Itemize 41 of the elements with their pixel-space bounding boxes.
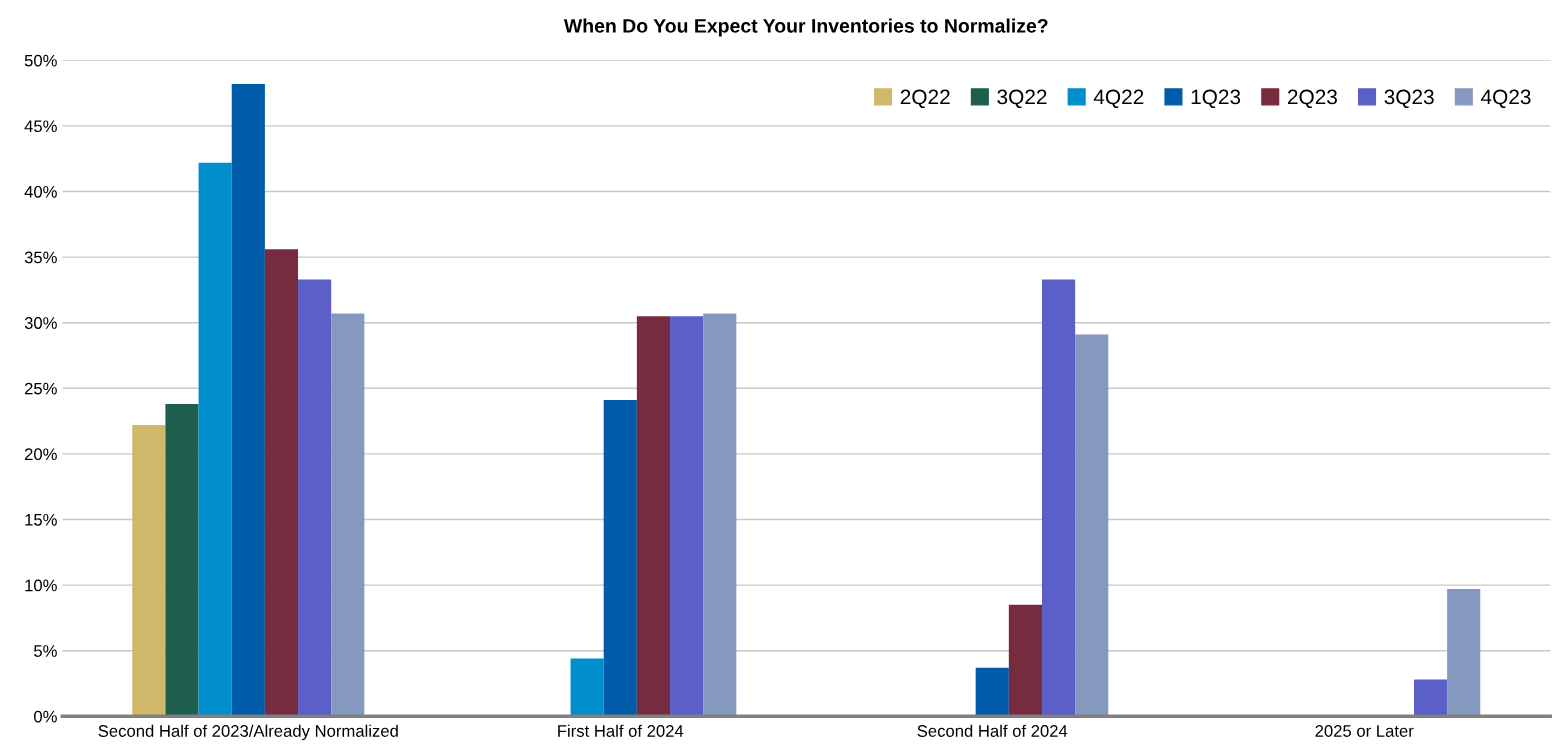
legend-label: 4Q23: [1480, 89, 1531, 109]
y-tick-label: 5%: [34, 645, 57, 657]
legend-label: 1Q23: [1191, 89, 1241, 109]
bar: [603, 400, 637, 717]
y-tick-label: 40%: [24, 185, 57, 198]
legend-label: 2Q22: [900, 89, 950, 109]
y-tick-label: 45%: [24, 120, 57, 133]
bar: [331, 313, 365, 717]
x-tick-label: Second Half of 2023/Already Normalized: [98, 724, 398, 741]
bar: [975, 667, 1009, 717]
bar: [570, 658, 604, 717]
bar: [231, 83, 265, 717]
x-tick-label: Second Half of 2024: [917, 724, 1068, 737]
legend-label: 3Q22: [997, 89, 1047, 109]
y-tick-label: 0%: [34, 710, 57, 723]
y-tick-label: 25%: [24, 382, 57, 395]
bar: [165, 404, 199, 717]
bar: [1447, 589, 1481, 717]
legend-label: 4Q22: [1093, 89, 1144, 109]
bar: [264, 249, 299, 717]
y-tick-label: 50%: [24, 54, 57, 67]
y-tick-label: 30%: [24, 317, 57, 329]
y-tick-label: 15%: [25, 513, 57, 526]
bar: [1008, 604, 1042, 717]
bar: [298, 279, 332, 717]
legend-label: 2Q23: [1287, 89, 1337, 109]
bar: [703, 313, 737, 717]
x-tick-label: First Half of 2024: [558, 724, 684, 737]
chart-title: When Do You Expect Your Inventories to Normalize?: [563, 18, 1048, 37]
x-tick-label: 2025 or Later: [1315, 725, 1414, 737]
bar: [1075, 334, 1109, 717]
legend-label: 3Q23: [1384, 89, 1434, 109]
bar: [1041, 279, 1076, 717]
y-tick-label: 10%: [25, 579, 57, 592]
bar: [1413, 679, 1448, 717]
bar: [670, 316, 704, 717]
y-tick-label: 35%: [24, 251, 57, 264]
y-tick-label: 20%: [24, 448, 57, 461]
bar: [198, 162, 232, 717]
bar: [636, 316, 671, 717]
bar: [132, 425, 166, 717]
